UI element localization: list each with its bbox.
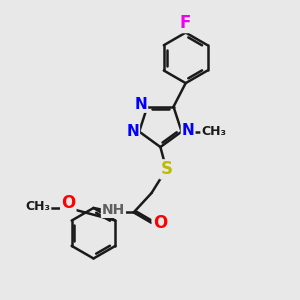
Text: O: O — [61, 194, 75, 211]
Text: NH: NH — [102, 203, 125, 217]
Text: N: N — [182, 123, 194, 138]
Text: N: N — [126, 124, 139, 139]
Text: F: F — [180, 14, 191, 32]
Text: CH₃: CH₃ — [201, 125, 226, 138]
Text: CH₃: CH₃ — [26, 200, 50, 213]
Text: S: S — [160, 160, 172, 178]
Text: N: N — [134, 97, 147, 112]
Text: O: O — [153, 214, 167, 232]
